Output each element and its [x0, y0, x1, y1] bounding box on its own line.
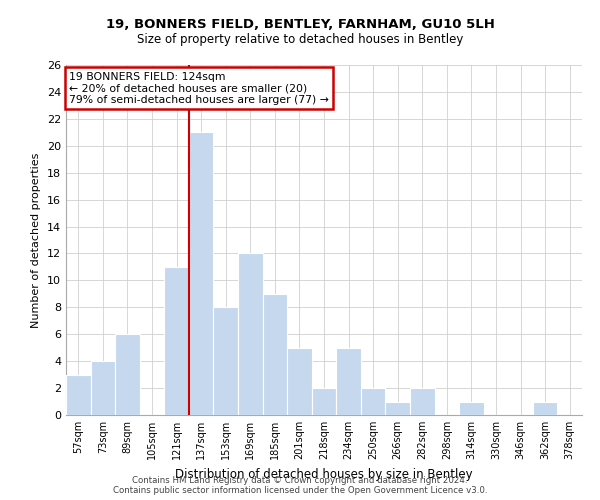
Bar	[385, 402, 410, 415]
Bar	[115, 334, 140, 415]
Text: 19 BONNERS FIELD: 124sqm
← 20% of detached houses are smaller (20)
79% of semi-d: 19 BONNERS FIELD: 124sqm ← 20% of detach…	[69, 72, 329, 105]
X-axis label: Distribution of detached houses by size in Bentley: Distribution of detached houses by size …	[175, 468, 473, 480]
Bar	[459, 402, 484, 415]
Bar	[238, 254, 263, 415]
Bar	[263, 294, 287, 415]
Text: Contains public sector information licensed under the Open Government Licence v3: Contains public sector information licen…	[113, 486, 487, 495]
Bar	[410, 388, 434, 415]
Bar	[312, 388, 336, 415]
Text: Size of property relative to detached houses in Bentley: Size of property relative to detached ho…	[137, 32, 463, 46]
Bar	[533, 402, 557, 415]
Bar	[214, 308, 238, 415]
Bar	[91, 361, 115, 415]
Bar	[189, 132, 214, 415]
Bar	[164, 267, 189, 415]
Bar	[287, 348, 312, 415]
Y-axis label: Number of detached properties: Number of detached properties	[31, 152, 41, 328]
Text: 19, BONNERS FIELD, BENTLEY, FARNHAM, GU10 5LH: 19, BONNERS FIELD, BENTLEY, FARNHAM, GU1…	[106, 18, 494, 30]
Bar	[66, 374, 91, 415]
Text: Contains HM Land Registry data © Crown copyright and database right 2024.: Contains HM Land Registry data © Crown c…	[132, 476, 468, 485]
Bar	[336, 348, 361, 415]
Bar	[361, 388, 385, 415]
